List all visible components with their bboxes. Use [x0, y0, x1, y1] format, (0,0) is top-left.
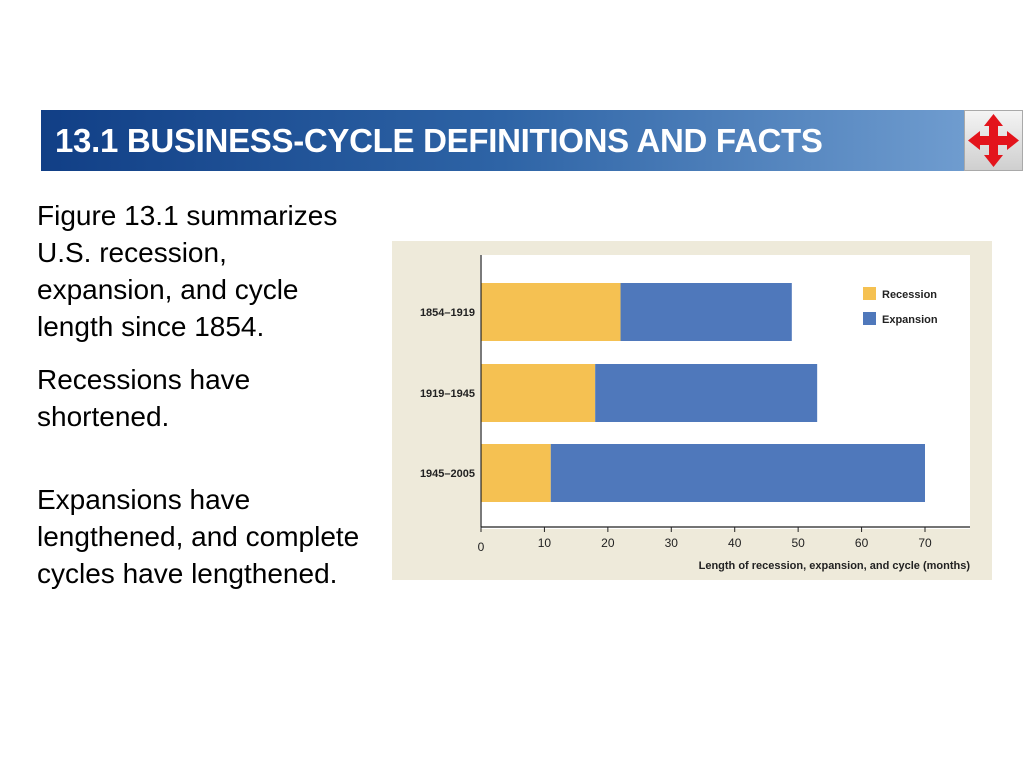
legend-label-expansion: Expansion: [882, 314, 938, 326]
y-tick-label-1: 1854–1919: [420, 307, 475, 319]
x-tick-label-40: 40: [728, 536, 742, 550]
x-axis-title: Length of recession, expansion, and cycl…: [699, 560, 971, 572]
page-title: 13.1 BUSINESS-CYCLE DEFINITIONS AND FACT…: [55, 122, 823, 159]
y-tick-label-2: 1919–1945: [420, 388, 475, 400]
bar-recession-3: [481, 444, 551, 502]
legend-swatch-recession: [863, 287, 876, 300]
body-text: Figure 13.1 summarizes U.S. recession, e…: [37, 197, 382, 592]
bullet-text-1: Figure 13.1 summarizes U.S. recession, e…: [37, 200, 338, 342]
bullet-text-2: Recessions have shortened.: [37, 364, 251, 432]
y-tick-label-3: 1945–2005: [420, 468, 475, 480]
x-tick-label-0: 0: [478, 540, 485, 554]
x-tick-label-10: 10: [538, 536, 552, 550]
bar-recession-2: [481, 364, 596, 422]
legend-label-recession: Recession: [882, 289, 937, 301]
x-tick-label-60: 60: [855, 536, 869, 550]
x-tick-label-70: 70: [918, 536, 932, 550]
bar-expansion-2: [595, 364, 818, 422]
red-four-way-arrows-icon: [968, 114, 1019, 167]
x-tick-label-30: 30: [665, 536, 679, 550]
x-tick-label-20: 20: [601, 536, 615, 550]
x-tick-label-50: 50: [791, 536, 805, 550]
legend-swatch-expansion: [863, 312, 876, 325]
bar-recession-1: [481, 283, 621, 341]
bar-expansion-1: [620, 283, 792, 341]
navigation-button[interactable]: [964, 110, 1023, 171]
bar-expansion-3: [550, 444, 925, 502]
bullet-text-3: Expansions have lengthened, and complete…: [37, 484, 360, 589]
title-bar: 13.1 BUSINESS-CYCLE DEFINITIONS AND FACT…: [41, 110, 964, 171]
